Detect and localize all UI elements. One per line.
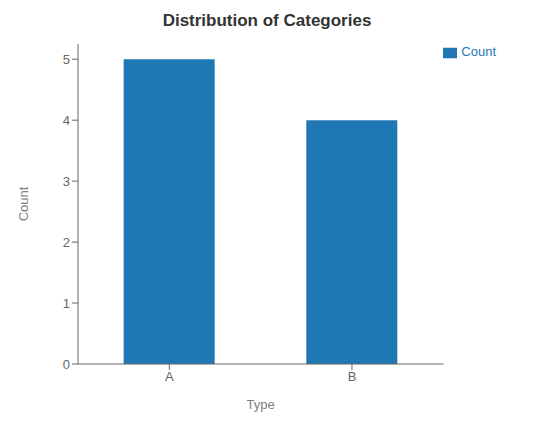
- svg-text:A: A: [165, 369, 174, 384]
- html-text:Count: Count: [461, 44, 496, 59]
- svg-text:1: 1: [63, 296, 70, 311]
- svg-text:B: B: [348, 369, 357, 384]
- svg-text:0: 0: [63, 357, 70, 372]
- svg-text:3: 3: [63, 174, 70, 189]
- svg-text:2: 2: [63, 235, 70, 250]
- svg-text:Type: Type: [247, 397, 275, 412]
- svg-text:5: 5: [63, 52, 70, 67]
- svg-text:Count: Count: [16, 186, 31, 221]
- svg-text:4: 4: [63, 113, 70, 128]
- html-text:Distribution of Categories: Distribution of Categories: [162, 11, 372, 30]
